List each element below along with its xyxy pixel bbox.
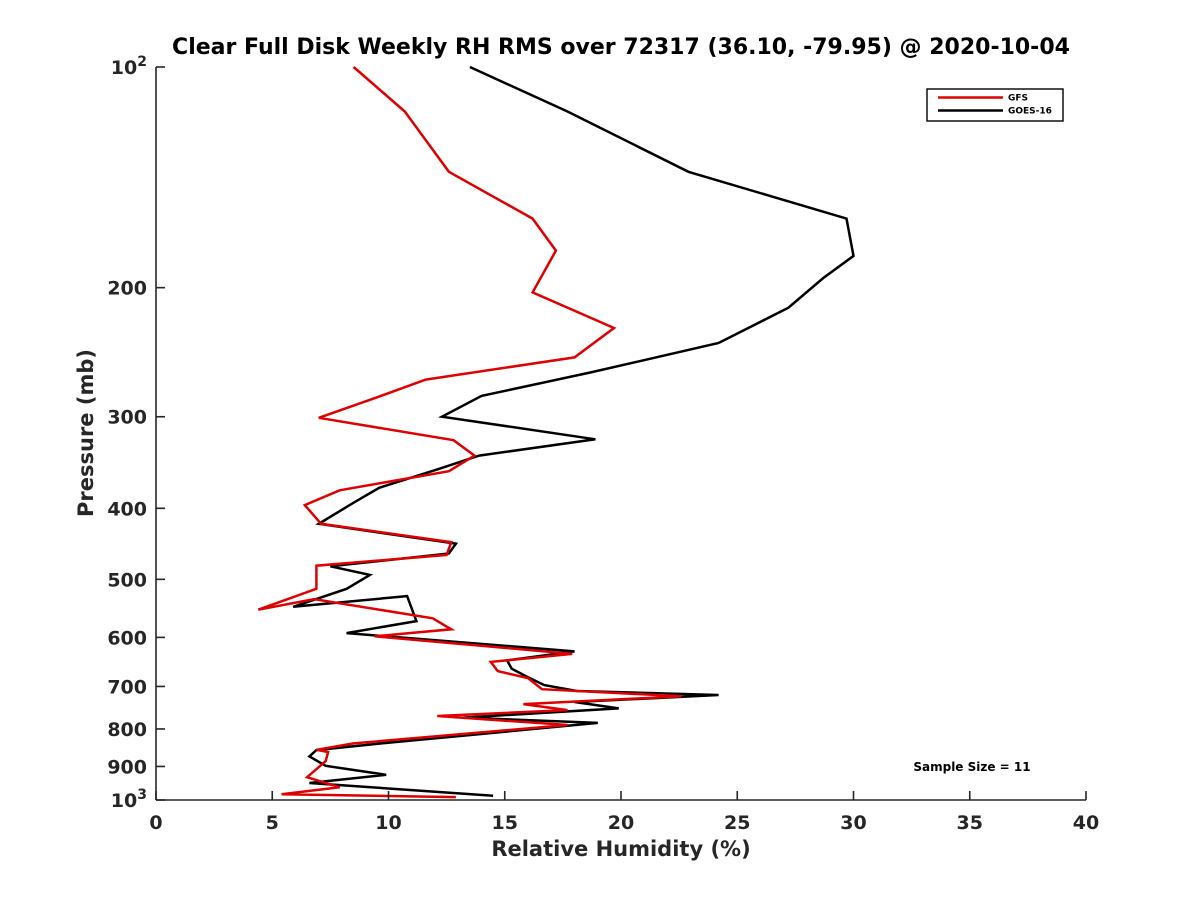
x-axis-label: Relative Humidity (%) bbox=[491, 837, 750, 861]
legend-label-gfs: GFS bbox=[1008, 94, 1028, 104]
series-line-gfs bbox=[257, 66, 682, 799]
y-tick-label: 300 bbox=[107, 407, 147, 429]
y-tick-label: 600 bbox=[107, 627, 147, 649]
legend: GFS GOES-16 bbox=[926, 88, 1064, 122]
legend-box bbox=[926, 88, 1064, 122]
y-axis-label: Pressure (mb) bbox=[74, 349, 98, 517]
x-tick-label: 30 bbox=[840, 812, 866, 834]
x-tick-label: 35 bbox=[957, 812, 983, 834]
y-axis-ticks: 102 200 300 400 500 600 700 800 900 103 bbox=[107, 54, 165, 812]
x-tick-label: 25 bbox=[724, 812, 750, 834]
y-tick-label: 700 bbox=[107, 676, 147, 698]
x-tick-label: 5 bbox=[266, 812, 279, 834]
y-tick-label: 400 bbox=[107, 498, 147, 520]
plot-area bbox=[156, 67, 1086, 800]
y-tick-label: 103 bbox=[111, 787, 147, 812]
y-tick-label: 200 bbox=[107, 278, 147, 300]
x-tick-label: 10 bbox=[375, 812, 401, 834]
legend-label-goes-16: GOES-16 bbox=[1008, 107, 1052, 117]
x-tick-label: 15 bbox=[492, 812, 518, 834]
x-axis-ticks: 0 5 10 15 20 25 30 35 40 bbox=[149, 791, 1099, 834]
y-tick-label: 900 bbox=[107, 756, 147, 778]
y-tick-label: 500 bbox=[107, 569, 147, 591]
x-tick-label: 20 bbox=[608, 812, 634, 834]
y-tick-label: 102 bbox=[111, 54, 147, 79]
x-tick-label: 0 bbox=[149, 812, 162, 834]
sample-size-annotation: Sample Size = 11 bbox=[913, 760, 1030, 774]
series-line-goes-16 bbox=[292, 65, 855, 798]
y-tick-label: 800 bbox=[107, 719, 147, 741]
series-layer bbox=[257, 65, 855, 799]
x-tick-label: 40 bbox=[1073, 812, 1099, 834]
chart-title: Clear Full Disk Weekly RH RMS over 72317… bbox=[172, 35, 1070, 60]
